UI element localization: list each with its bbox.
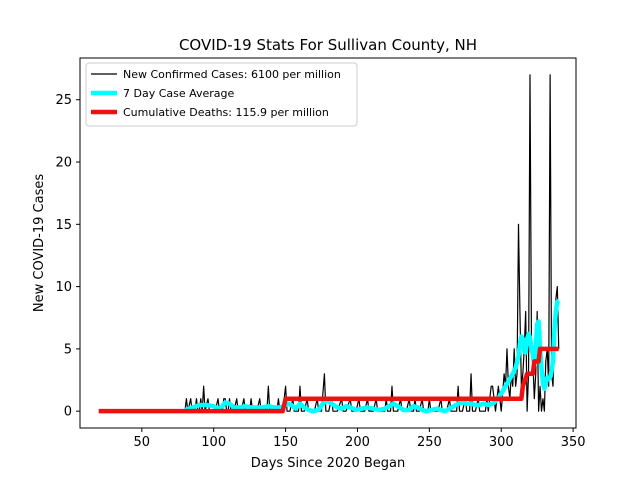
y-tick-label: 10 bbox=[55, 280, 72, 295]
plot-frame bbox=[79, 57, 577, 429]
y-tick-label: 0 bbox=[64, 405, 72, 420]
y-tick-label: 5 bbox=[64, 342, 72, 357]
legend-label-7-day-average: 7 Day Case Average bbox=[123, 87, 235, 100]
y-axis-label: New COVID-19 Cases bbox=[32, 174, 47, 312]
legend: New Confirmed Cases: 6100 per million 7 … bbox=[85, 62, 358, 127]
y-tick-label: 15 bbox=[55, 218, 72, 233]
x-tick-label: 350 bbox=[561, 435, 586, 450]
x-tick-label: 250 bbox=[417, 435, 442, 450]
legend-box bbox=[85, 62, 358, 127]
x-tick-label: 300 bbox=[489, 435, 514, 450]
legend-label-new-cases: New Confirmed Cases: 6100 per million bbox=[123, 68, 341, 81]
chart-title: COVID-19 Stats For Sullivan County, NH bbox=[179, 36, 477, 54]
x-tick-label: 50 bbox=[134, 435, 151, 450]
x-axis-label: Days Since 2020 Began bbox=[251, 456, 406, 471]
x-tick-label: 150 bbox=[273, 435, 298, 450]
y-tick-label: 25 bbox=[55, 93, 72, 108]
y-tick-label: 20 bbox=[55, 156, 72, 171]
series-line-7-day-case-average bbox=[184, 298, 561, 414]
x-tick-label: 200 bbox=[345, 435, 370, 450]
x-tick-label: 100 bbox=[201, 435, 226, 450]
series-line-cumulative-deaths bbox=[98, 346, 559, 414]
legend-label-cumulative-deaths: Cumulative Deaths: 115.9 per million bbox=[123, 106, 329, 119]
